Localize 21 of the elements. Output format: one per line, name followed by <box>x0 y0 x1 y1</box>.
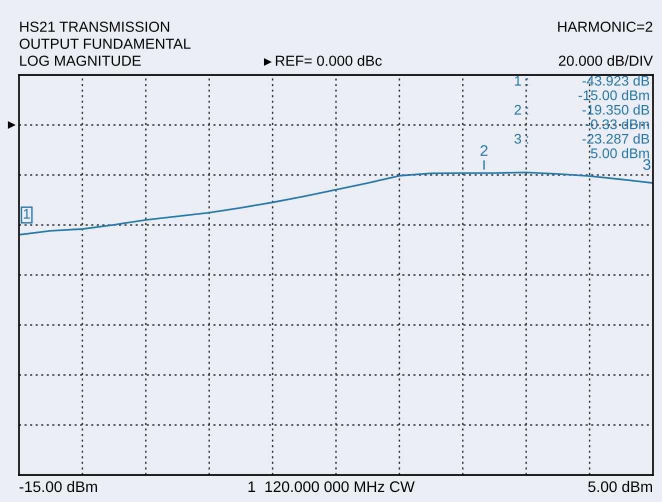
text: 2 : <box>514 104 528 115</box>
chart-subtitle: OUTPUT FUNDAMENTAL <box>20 38 191 49</box>
text: LOG MAGNITUDE <box>20 56 141 66</box>
text: -0.33 dBm <box>586 119 649 130</box>
text: 20.000 dB/DIV <box>558 55 653 66</box>
chart-title: HS21 TRANSMISSION <box>20 22 170 32</box>
text: -15.00 dBm <box>20 480 97 492</box>
text: HARMONIC=2 <box>558 22 652 32</box>
text: 2 <box>480 145 488 156</box>
text: REF= 0.000 dBc <box>276 55 382 66</box>
annotation: 1 <box>24 209 30 219</box>
text: 1 120.000 000 MHz CW <box>248 481 415 492</box>
text: -23.287 dB <box>582 134 650 144</box>
text: 5.00 dBm <box>590 148 649 158</box>
text: 3 : <box>514 134 528 144</box>
text: 1 : <box>514 76 528 86</box>
text: -19.350 dB <box>582 104 650 115</box>
text: 3 <box>643 159 650 170</box>
text: -43.923 dB <box>582 76 650 86</box>
text: -15.00 dBm <box>578 90 649 100</box>
text: 5.00 dBm <box>588 480 652 492</box>
